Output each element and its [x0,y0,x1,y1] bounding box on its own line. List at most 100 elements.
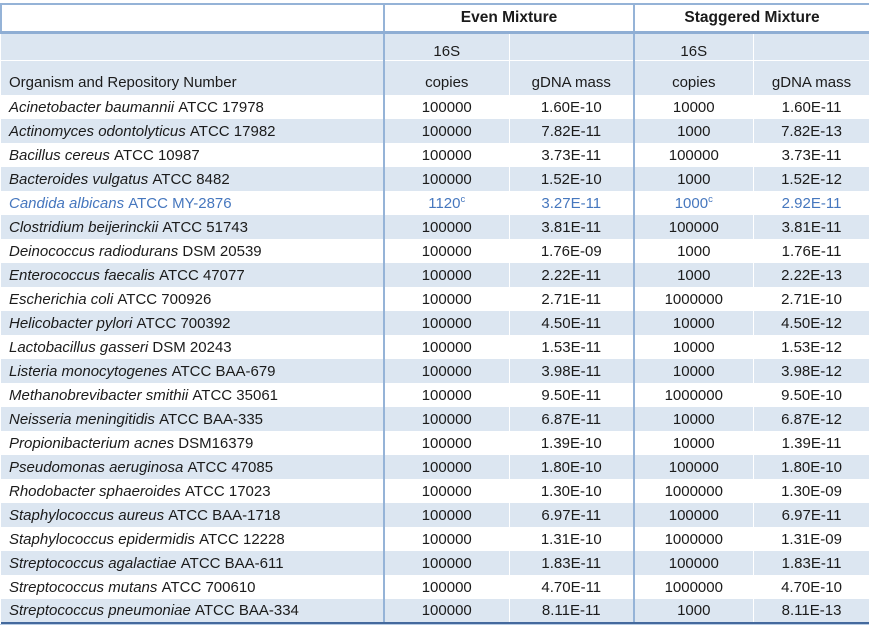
staggered-gdna-cell: 2.71E-10 [753,287,869,311]
staggered-gdna-cell: 3.81E-11 [753,215,869,239]
organism-name: Deinococcus radiodurans [9,242,179,260]
subheader-row-labels: Organism and Repository Number copies gD… [1,60,869,95]
staggered-copies-cell: 100000 [633,455,754,479]
even-copies-cell: 100000 [383,287,510,311]
organism-column-header: Organism and Repository Number [1,60,385,95]
organism-id: ATCC 700926 [113,290,212,308]
table-row: Actinomyces odontolyticus ATCC 17982 100… [1,119,869,143]
organism-cell: Deinococcus radiodurans DSM 20539 [1,239,385,263]
mock-community-table: Even Mixture Staggered Mixture 16S 16S O… [0,3,869,624]
staggered-copies-cell: 1000 [633,599,754,624]
organism-name: Listeria monocytogenes [9,362,168,380]
even-gdna-cell: 1.83E-11 [509,551,635,575]
even-copies-cell: 100000 [383,143,510,167]
organism-name: Actinomyces odontolyticus [9,122,186,140]
organism-name: Lactobacillus gasseri [9,338,149,356]
even-copies-header: copies [383,60,510,95]
even-gdna-cell: 1.60E-10 [509,95,635,119]
organism-id: ATCC 8482 [148,170,230,188]
organism-cell: Methanobrevibacter smithii ATCC 35061 [1,383,385,407]
staggered-copies-cell: 100000 [633,215,754,239]
organism-id: ATCC BAA-335 [154,410,263,428]
staggered-copies-cell: 10000 [633,311,754,335]
even-gdna-cell: 4.70E-11 [509,575,635,599]
staggered-gdna-cell: 1.60E-11 [753,95,869,119]
organism-id: ATCC 35061 [188,386,279,404]
organism-name: Staphylococcus aureus [9,506,165,524]
table-row: Helicobacter pylori ATCC 700392 100000 4… [1,311,869,335]
even-gdna-cell: 6.87E-11 [509,407,635,431]
subheader-row-16s: 16S 16S [1,32,869,61]
organism-id: ATCC 47085 [183,458,274,476]
staggered-gdna-cell: 7.82E-13 [753,119,869,143]
staggered-gdna-cell: 1.39E-11 [753,431,869,455]
staggered-gdna-cell: 2.92E-11 [753,191,869,215]
table-row: Deinococcus radiodurans DSM 20539 100000… [1,239,869,263]
even-copies-cell: 100000 [383,551,510,575]
organism-name: Clostridium beijerinckii [9,218,159,236]
organism-header-spacer [1,32,385,61]
organism-id: ATCC 47077 [154,266,245,284]
staggered-copies-cell: 1000000 [633,575,754,599]
staggered-copies-cell: 10000 [633,359,754,383]
even-copies-cell: 100000 [383,359,510,383]
organism-cell: Escherichia coli ATCC 700926 [1,287,385,311]
organism-cell: Lactobacillus gasseri DSM 20243 [1,335,385,359]
organism-name: Streptococcus agalactiae [9,554,177,572]
staggered-copies-cell: 1000 [633,263,754,287]
table-row: Propionibacterium acnes DSM16379 100000 … [1,431,869,455]
table-row: Candida albicans ATCC MY-2876 1120c 3.27… [1,191,869,215]
organism-id: ATCC BAA-334 [190,602,299,619]
organism-cell: Enterococcus faecalis ATCC 47077 [1,263,385,287]
organism-name: Escherichia coli [9,290,114,308]
organism-id: ATCC 700610 [157,578,256,596]
even-gdna-cell: 3.98E-11 [509,359,635,383]
organism-id: DSM 20539 [178,242,262,260]
organism-cell: Staphylococcus epidermidis ATCC 12228 [1,527,385,551]
organism-name: Streptococcus pneumoniae [9,602,191,619]
table-header: Even Mixture Staggered Mixture 16S 16S O… [0,3,869,95]
staggered-gdna-cell: 1.52E-12 [753,167,869,191]
table-row: Streptococcus pneumoniae ATCC BAA-334 10… [1,599,869,624]
staggered-copies-cell: 100000 [633,503,754,527]
staggered-copies-cell: 10000 [633,407,754,431]
even-gdna-cell: 2.22E-11 [509,263,635,287]
even-copies-cell: 100000 [383,383,510,407]
even-copies-cell: 100000 [383,95,510,119]
organism-cell: Clostridium beijerinckii ATCC 51743 [1,215,385,239]
table-row: Bacillus cereus ATCC 10987 100000 3.73E-… [1,143,869,167]
even-gdna-cell: 7.82E-11 [509,119,635,143]
even-gdna-cell: 3.73E-11 [509,143,635,167]
organism-cell: Candida albicans ATCC MY-2876 [1,191,385,215]
even-gdna-cell: 2.71E-11 [509,287,635,311]
even-copies-cell: 100000 [383,263,510,287]
organism-id: ATCC 17023 [180,482,271,500]
organism-name: Streptococcus mutans [9,578,158,596]
organism-id: DSM 20243 [148,338,232,356]
organism-cell: Streptococcus pneumoniae ATCC BAA-334 [1,599,385,624]
staggered-gdna-cell: 1.76E-11 [753,239,869,263]
even-gdna-cell: 3.81E-11 [509,215,635,239]
organism-cell: Listeria monocytogenes ATCC BAA-679 [1,359,385,383]
table-row: Rhodobacter sphaeroides ATCC 17023 10000… [1,479,869,503]
staggered-gdna-cell: 3.73E-11 [753,143,869,167]
table-row: Streptococcus agalactiae ATCC BAA-611 10… [1,551,869,575]
organism-id: ATCC 700392 [132,314,231,332]
staggered-copies-cell: 1000000 [633,527,754,551]
even-gdna-cell: 8.11E-11 [509,599,635,624]
staggered-gdna-cell: 2.22E-13 [753,263,869,287]
organism-cell: Staphylococcus aureus ATCC BAA-1718 [1,503,385,527]
table-row: Enterococcus faecalis ATCC 47077 100000 … [1,263,869,287]
footnote-marker: c [460,193,466,205]
even-gdna-header: gDNA mass [509,60,635,95]
table-row: Lactobacillus gasseri DSM 20243 100000 1… [1,335,869,359]
even-gdna-cell: 1.53E-11 [509,335,635,359]
staggered-gdna-cell: 1.83E-11 [753,551,869,575]
even-copies-cell: 100000 [383,215,510,239]
organism-cell: Streptococcus mutans ATCC 700610 [1,575,385,599]
organism-name: Helicobacter pylori [9,314,133,332]
even-copies-cell: 1120c [383,191,510,215]
organism-cell: Bacillus cereus ATCC 10987 [1,143,385,167]
even-mixture-group-header: Even Mixture [382,3,635,34]
even-copies-cell: 100000 [383,479,510,503]
